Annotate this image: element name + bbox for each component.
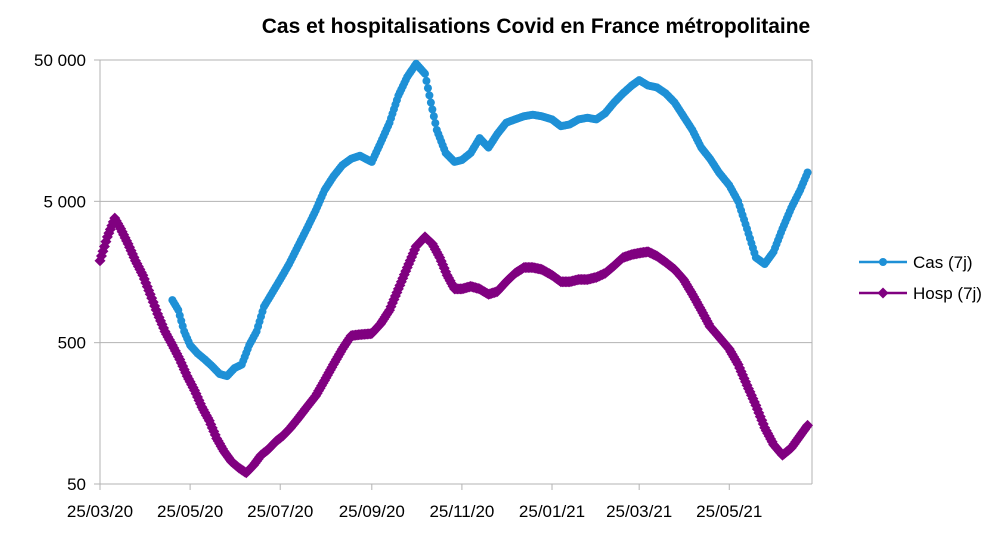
x-tick-label: 25/03/20: [67, 502, 133, 521]
data-point: [429, 112, 438, 121]
data-point: [428, 105, 437, 114]
x-tick-label: 25/05/21: [696, 502, 762, 521]
series-cas: [168, 59, 812, 381]
y-tick-label: 5 000: [43, 192, 86, 211]
x-tick-label: 25/03/21: [606, 502, 672, 521]
x-tick-label: 25/05/20: [157, 502, 223, 521]
data-point: [423, 84, 432, 93]
x-tick-label: 25/07/20: [247, 502, 313, 521]
series-area: [94, 59, 814, 479]
x-tick-label: 25/09/20: [339, 502, 405, 521]
x-tick-label: 25/11/20: [429, 502, 494, 521]
data-point: [802, 419, 814, 431]
data-point: [422, 76, 431, 85]
y-tick-label: 50 000: [34, 51, 86, 70]
legend-item: Cas (7j): [859, 253, 973, 272]
y-tick-label: 500: [58, 334, 86, 353]
legend-label: Hosp (7j): [913, 284, 982, 303]
data-point: [425, 91, 434, 100]
data-point: [431, 119, 440, 128]
data-point: [420, 69, 429, 78]
legend-marker: [877, 287, 889, 299]
y-tick-label: 50: [67, 475, 86, 494]
legend-label: Cas (7j): [913, 253, 973, 272]
chart-title: Cas et hospitalisations Covid en France …: [262, 15, 810, 38]
data-point: [803, 168, 812, 177]
series-hosp: [94, 212, 814, 479]
legend: Cas (7j) Hosp (7j): [859, 253, 982, 303]
x-tick-label: 25/01/21: [519, 502, 585, 521]
data-point: [426, 98, 435, 107]
legend-item: Hosp (7j): [859, 284, 982, 303]
data-point: [94, 255, 106, 267]
axes: 50 500 5 000 50 000 25/03/20 25/05/20 25/07/20…: [34, 51, 813, 521]
legend-marker: [879, 258, 887, 266]
